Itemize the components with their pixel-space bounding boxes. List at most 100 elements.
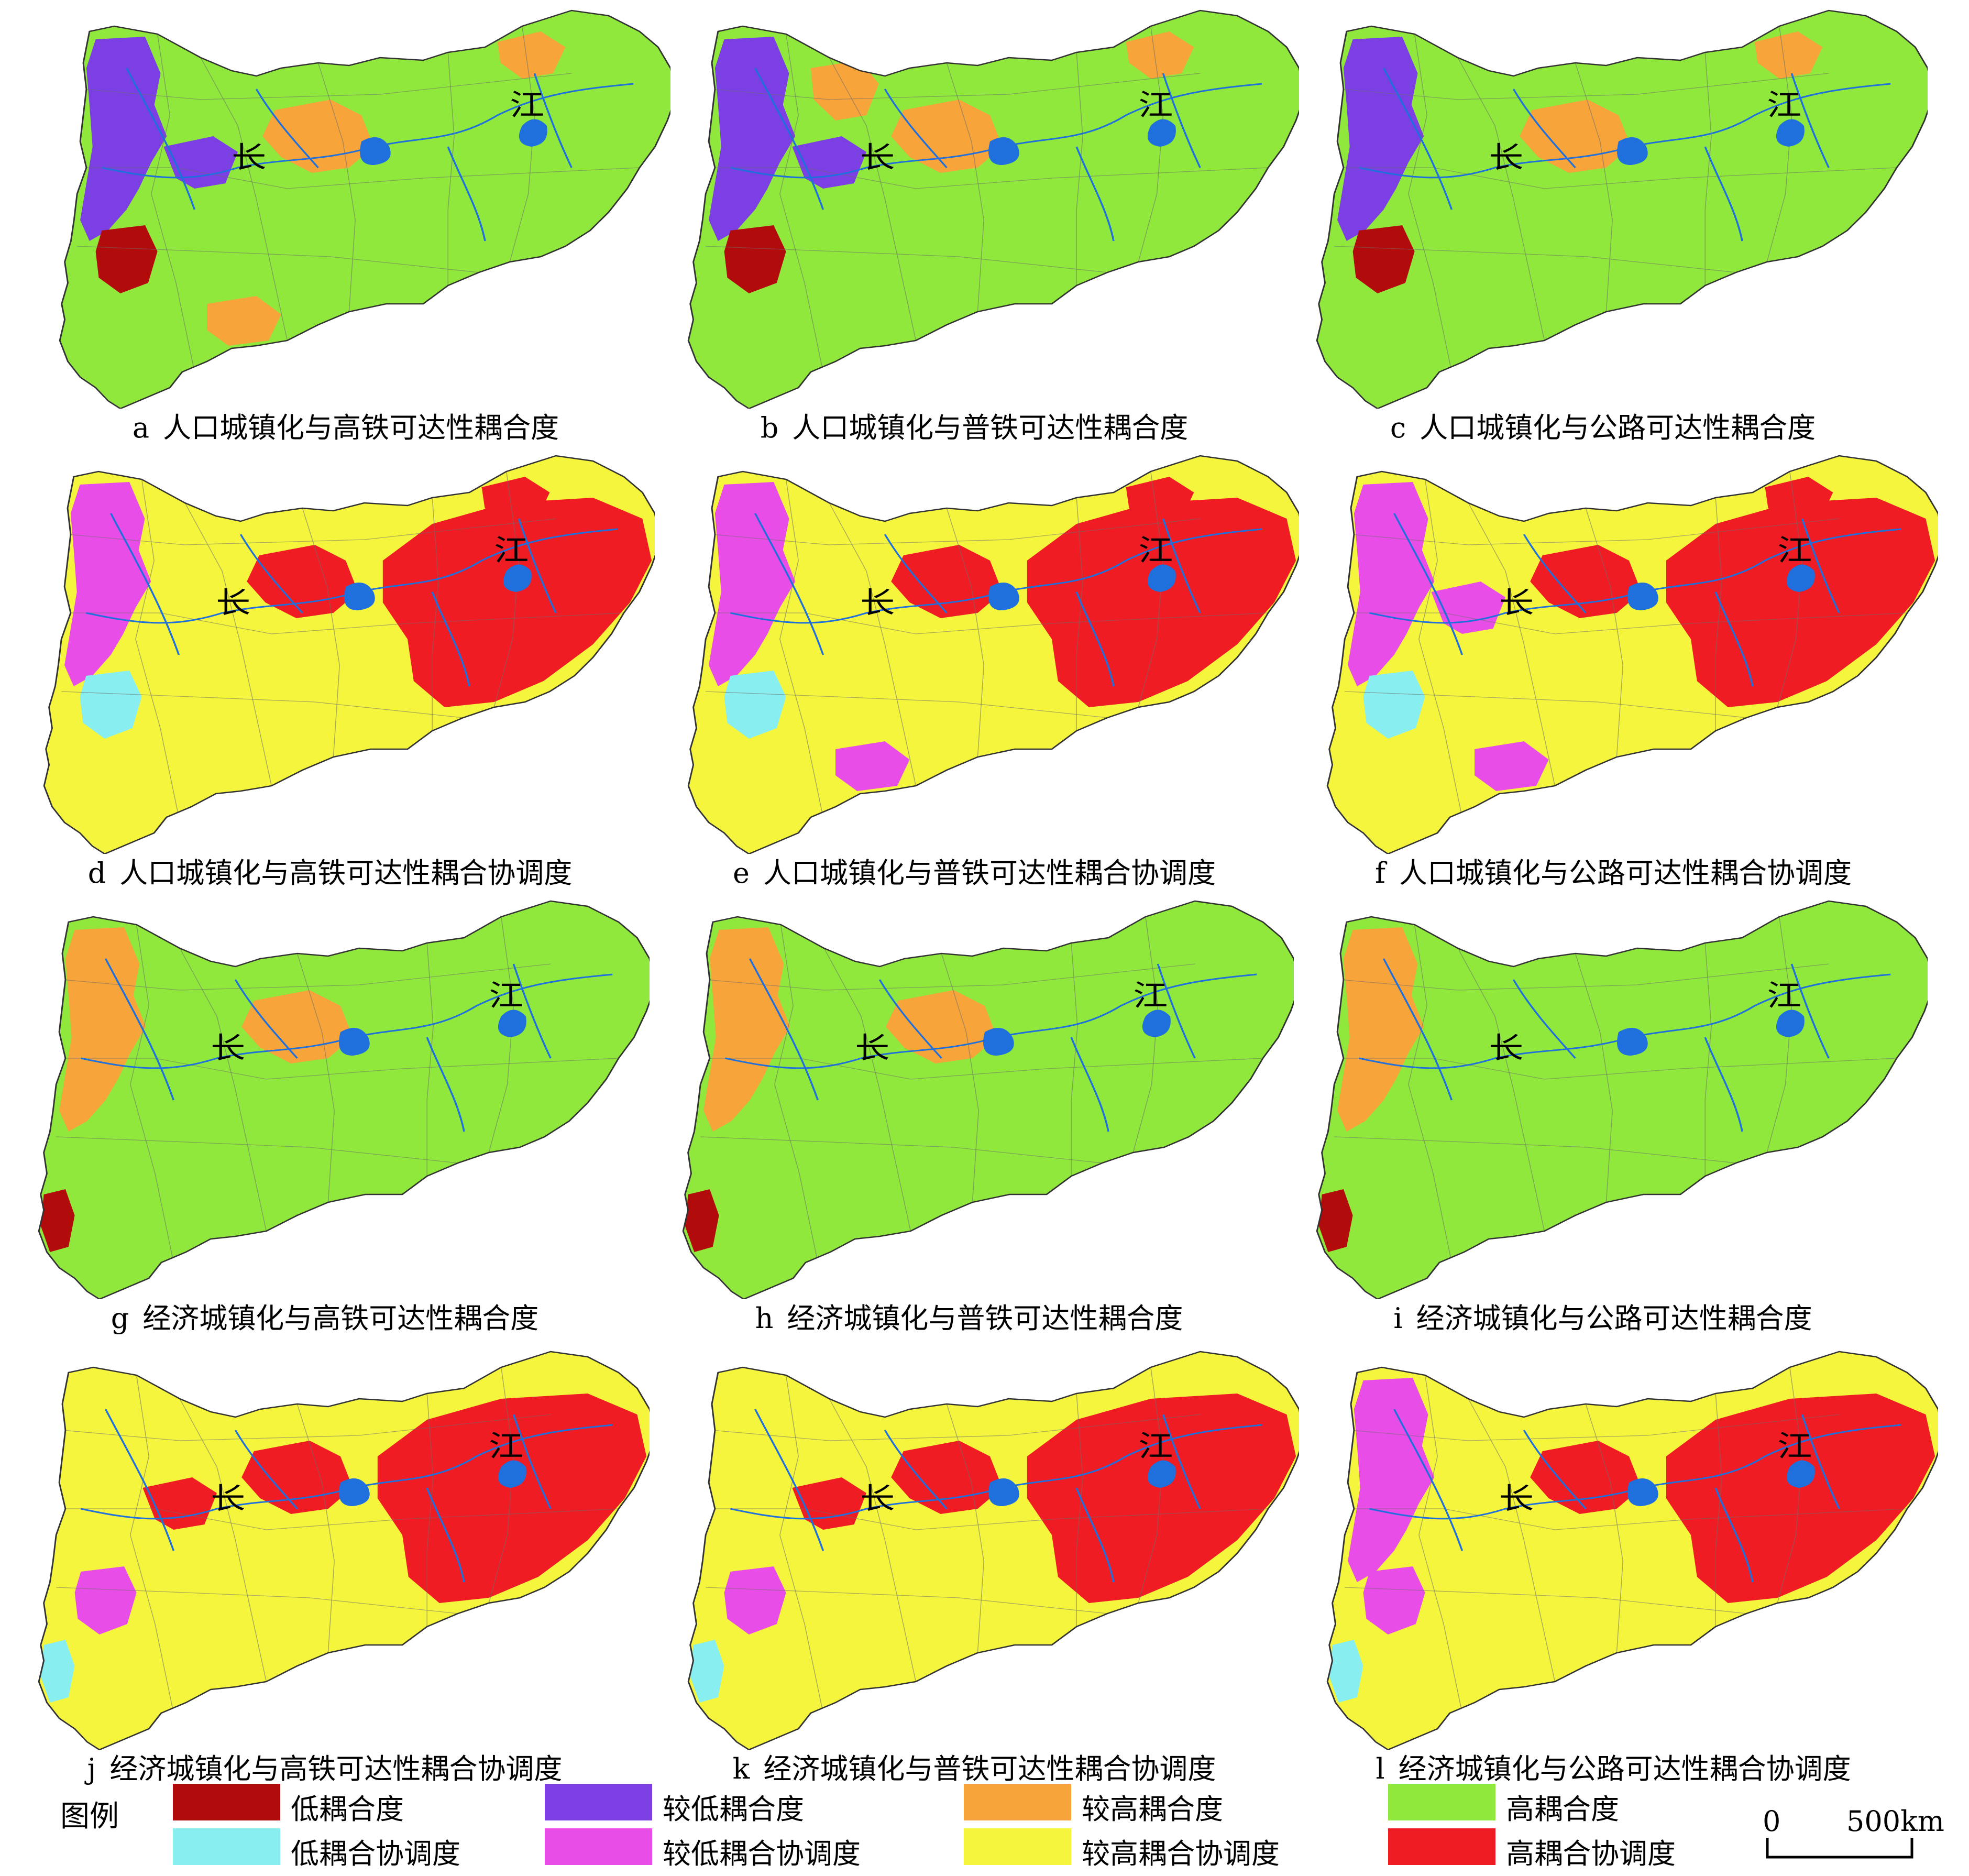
region-outline — [687, 1351, 1299, 1750]
region-map-layer: 长江 — [687, 1351, 1299, 1750]
panel-title: 人口城镇化与高铁可达性耦合度 — [163, 411, 559, 444]
lake-area — [503, 564, 532, 592]
map-caption: h 经济城镇化与普铁可达性耦合度 — [644, 1295, 1294, 1336]
county-boundary — [823, 948, 911, 1232]
county-boundary — [1575, 62, 1613, 312]
patch-layer — [77, 26, 640, 372]
county-boundary — [1076, 1393, 1083, 1627]
map-caption: j 经济城镇化与高铁可达性耦合协调度 — [0, 1746, 650, 1787]
legend-swatch — [545, 1784, 652, 1820]
county-boundary — [184, 502, 272, 786]
patch-layer — [40, 1367, 647, 1714]
map-caption: l 经济城镇化与公路可达性耦合协调度 — [1289, 1746, 1938, 1787]
river-line — [518, 518, 557, 613]
river-line — [1790, 73, 1830, 168]
river-line — [255, 89, 319, 168]
county-boundary — [1704, 52, 1712, 286]
legend-label: 低耦合度 — [291, 1793, 404, 1826]
river-label-jiang: 江 — [1767, 89, 1801, 123]
class-patch-high_coord — [1027, 1394, 1296, 1603]
county-boundary — [65, 1058, 619, 1080]
county-boundary — [62, 963, 551, 991]
county-boundary — [200, 57, 288, 341]
county-boundary — [711, 518, 1201, 545]
county-boundary — [1340, 963, 1829, 991]
lake-area — [988, 1478, 1019, 1506]
river-label-chang: 长 — [211, 1482, 245, 1516]
patch-layer — [1318, 916, 1897, 1263]
county-boundary — [432, 497, 439, 731]
panel-title: 经济城镇化与公路可达性耦合度 — [1416, 1302, 1812, 1335]
class-patch-high_coord — [481, 477, 550, 524]
county-boundary — [1354, 1508, 1908, 1530]
region-base-fill — [1317, 10, 1928, 409]
river-line — [104, 958, 175, 1101]
region-map-layer: 长江 — [43, 455, 655, 854]
river-line — [125, 68, 196, 210]
panel-title: 经济城镇化与普铁可达性耦合度 — [787, 1302, 1183, 1335]
class-patch-higher_coupling — [207, 296, 281, 346]
panel-letter: g — [111, 1302, 129, 1335]
county-boundary — [426, 1393, 434, 1627]
county-boundary — [317, 62, 356, 312]
panel-title: 人口城镇化与公路可达性耦合协调度 — [1399, 857, 1852, 890]
river-line — [1714, 591, 1754, 687]
class-patch-low_coupling — [40, 1189, 75, 1252]
panel-letter: i — [1393, 1302, 1403, 1335]
county-boundary — [1766, 916, 1792, 1153]
river-line — [1157, 963, 1196, 1059]
class-patch-lower_coord — [709, 482, 796, 686]
county-boundary — [488, 1367, 514, 1604]
class-patch-high_coord — [1765, 477, 1833, 524]
river-line — [1162, 518, 1201, 613]
map-caption: b 人口城镇化与普铁可达性耦合度 — [650, 404, 1299, 446]
region-outline — [682, 900, 1294, 1299]
class-patch-lower_coupling — [709, 37, 796, 241]
county-boundary — [706, 963, 1195, 991]
county-boundary — [1343, 167, 1897, 189]
class-patch-higher_coupling — [886, 990, 997, 1063]
county-boundary — [1138, 26, 1164, 262]
class-patch-high_coord — [241, 1441, 353, 1514]
river-label-jiang: 江 — [494, 534, 529, 568]
river-line — [234, 1430, 298, 1509]
legend-swatch — [964, 1784, 1071, 1820]
region-map-layer: 长江 — [682, 900, 1294, 1299]
region-outline — [687, 455, 1299, 854]
map-panel-a: 长江 a 人口城镇化与高铁可达性耦合度 — [21, 0, 670, 451]
county-boundary — [86, 167, 640, 189]
county-boundary — [1354, 612, 1908, 634]
class-patch-high_coord — [377, 1394, 647, 1603]
legend-swatch — [964, 1828, 1071, 1865]
class-patch-high_coord — [891, 545, 1003, 618]
county-boundary — [1704, 942, 1712, 1176]
river-label-jiang: 江 — [1777, 534, 1812, 568]
river-label-jiang: 江 — [1767, 979, 1801, 1013]
region-base-fill — [39, 901, 650, 1299]
class-patch-higher_coupling — [497, 31, 566, 79]
region-outline — [59, 9, 670, 409]
river-line — [1393, 1409, 1464, 1551]
legend-label: 低耦合协调度 — [291, 1837, 460, 1870]
county-boundary — [829, 1398, 917, 1682]
panel-letter: l — [1376, 1752, 1385, 1785]
river-line — [109, 513, 180, 655]
patch-layer — [685, 916, 1263, 1263]
county-boundary — [1138, 1367, 1164, 1604]
county-boundary — [946, 62, 984, 312]
class-patch-high_coord — [247, 545, 358, 618]
river-label-chang: 长 — [860, 1482, 895, 1516]
county-boundary — [488, 916, 514, 1153]
map-panel-i: 长江 i 经济城镇化与公路可达性耦合度 — [1278, 891, 1928, 1341]
class-patch-high_coord — [1126, 477, 1194, 524]
lake-area — [339, 1478, 370, 1506]
river-line — [512, 1414, 552, 1509]
panel-title: 人口城镇化与公路可达性耦合度 — [1420, 411, 1816, 444]
county-boundary — [1343, 1058, 1897, 1080]
county-boundary — [56, 1587, 458, 1614]
region-map-layer: 长江 — [38, 900, 650, 1299]
river-line — [1801, 1414, 1840, 1509]
map-caption: f 人口城镇化与公路可达性耦合协调度 — [1289, 850, 1938, 891]
class-patch-low_coupling — [685, 1189, 719, 1252]
lake-area — [1147, 119, 1176, 147]
